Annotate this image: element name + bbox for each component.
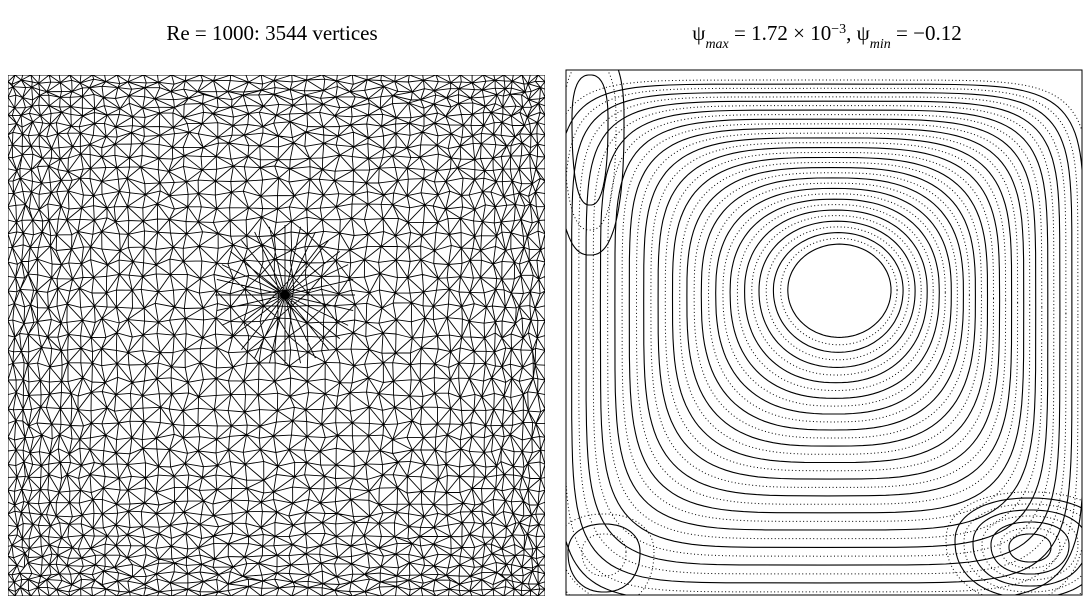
contour-line [593, 106, 1054, 557]
caption-part: ψ [692, 21, 705, 45]
contour-line [572, 75, 608, 205]
caption-part: max [705, 37, 729, 52]
contour-line [644, 138, 1012, 496]
contour-line [629, 128, 1023, 512]
contour-line [773, 233, 903, 353]
contours [550, 45, 1084, 596]
contour-line [665, 153, 993, 471]
caption-part: , ψ [846, 21, 870, 45]
contour-line [781, 238, 898, 344]
caption: Re = 1000: 3544 vertices [166, 21, 377, 45]
contour-line [745, 210, 928, 383]
contour-line [982, 516, 1078, 580]
contour-line [557, 84, 1084, 596]
caption-part: = −0.12 [891, 21, 962, 45]
contour-line [759, 221, 915, 367]
contour-line [973, 510, 1084, 586]
caption-part: min [870, 37, 891, 52]
mesh-edges [8, 75, 545, 596]
contour-line [622, 124, 1030, 522]
contour-line [723, 194, 945, 406]
contour-line [946, 492, 1084, 596]
contour-line [788, 244, 891, 337]
caption: ψmax = 1.72 × 10−3, ψmin = −0.12 [692, 21, 961, 52]
contour-line [572, 93, 1072, 583]
contour-line [752, 216, 921, 376]
figure: Re = 1000: 3544 vertices ψmax = 1.72 × 1… [0, 0, 1084, 596]
caption-part: −3 [831, 22, 846, 37]
caption-part: Re = 1000: 3544 vertices [166, 21, 377, 45]
contour-line [564, 88, 1078, 592]
caption-part: = 1.72 × 10 [729, 21, 831, 45]
mesh [8, 75, 545, 596]
